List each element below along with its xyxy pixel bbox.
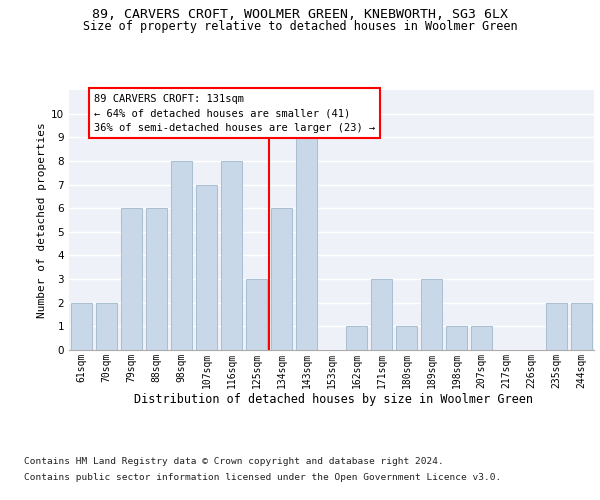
Text: Contains public sector information licensed under the Open Government Licence v3: Contains public sector information licen… [24,472,501,482]
Text: 89 CARVERS CROFT: 131sqm
← 64% of detached houses are smaller (41)
36% of semi-d: 89 CARVERS CROFT: 131sqm ← 64% of detach… [94,94,375,133]
Bar [146,208,167,350]
Bar [546,302,567,350]
Text: 89, CARVERS CROFT, WOOLMER GREEN, KNEBWORTH, SG3 6LX: 89, CARVERS CROFT, WOOLMER GREEN, KNEBWO… [92,8,508,20]
Bar [96,302,117,350]
Bar [271,208,292,350]
Y-axis label: Number of detached properties: Number of detached properties [37,122,47,318]
Bar [171,161,192,350]
Bar [571,302,592,350]
Bar [396,326,417,350]
Bar [121,208,142,350]
Bar [421,279,442,350]
Bar [446,326,467,350]
Bar [71,302,92,350]
Bar [296,138,317,350]
Bar [471,326,492,350]
Text: Contains HM Land Registry data © Crown copyright and database right 2024.: Contains HM Land Registry data © Crown c… [24,458,444,466]
Text: Size of property relative to detached houses in Woolmer Green: Size of property relative to detached ho… [83,20,517,33]
Bar [196,184,217,350]
Bar [221,161,242,350]
Text: Distribution of detached houses by size in Woolmer Green: Distribution of detached houses by size … [134,392,533,406]
Bar [371,279,392,350]
Bar [346,326,367,350]
Bar [246,279,267,350]
